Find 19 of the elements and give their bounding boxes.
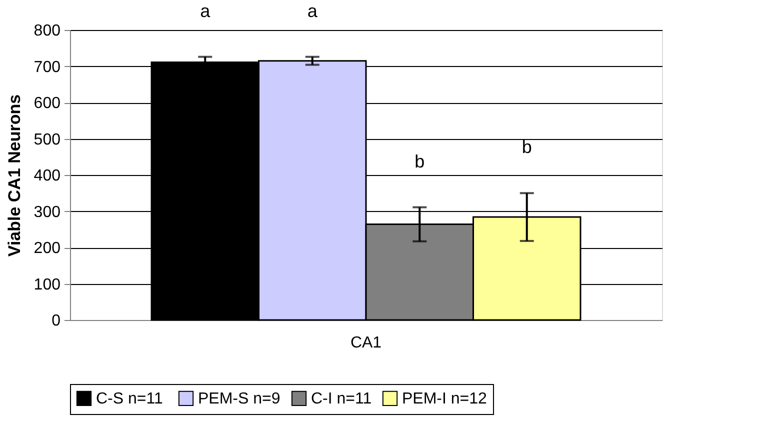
y-tick-label: 400 xyxy=(34,168,61,184)
y-tick-label: 200 xyxy=(34,240,61,257)
legend-label: C-S n=11 xyxy=(96,390,163,408)
y-axis-title: Viable CA1 Neurons xyxy=(4,94,24,257)
y-tick-label: 700 xyxy=(34,58,61,76)
annotation: b xyxy=(522,137,532,158)
y-tick-label: 0 xyxy=(52,312,61,330)
legend-label: PEM-S n=9 xyxy=(198,390,280,408)
y-tick-label: 500 xyxy=(34,131,61,148)
text: a xyxy=(200,0,212,21)
legend-label: C-I n=11 xyxy=(311,390,372,408)
text: a xyxy=(307,0,318,21)
y-tick-label: 100 xyxy=(34,276,61,294)
y-tick-label: 600 xyxy=(34,95,61,112)
annotation: b xyxy=(414,151,425,172)
y-tick-label: 300 xyxy=(34,204,61,221)
legend-label: PEM-I n=12 xyxy=(402,390,488,408)
y-tick-label: 800 xyxy=(34,22,61,40)
x-tick-label: CA1 xyxy=(350,334,382,352)
